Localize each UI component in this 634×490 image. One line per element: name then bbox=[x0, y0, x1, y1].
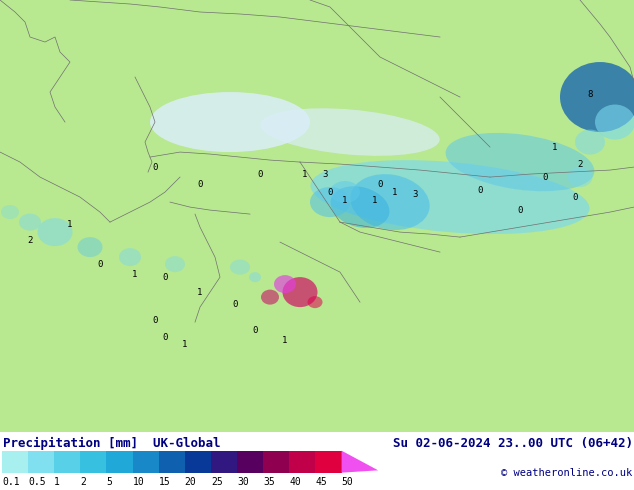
Text: 0: 0 bbox=[152, 163, 158, 172]
Ellipse shape bbox=[150, 92, 310, 152]
Ellipse shape bbox=[351, 174, 430, 230]
Ellipse shape bbox=[77, 237, 103, 257]
Text: 1: 1 bbox=[54, 477, 60, 487]
Text: © weatheronline.co.uk: © weatheronline.co.uk bbox=[501, 467, 633, 478]
Bar bbox=[237, 451, 263, 473]
Ellipse shape bbox=[330, 181, 360, 203]
Text: 1: 1 bbox=[372, 196, 378, 205]
Bar bbox=[263, 451, 289, 473]
Text: 0: 0 bbox=[573, 193, 578, 201]
Text: 40: 40 bbox=[289, 477, 301, 487]
Text: 0: 0 bbox=[197, 179, 203, 189]
Bar bbox=[158, 451, 185, 473]
Bar bbox=[28, 451, 54, 473]
Text: 1: 1 bbox=[552, 143, 558, 151]
Text: 0: 0 bbox=[162, 272, 167, 282]
Text: 1: 1 bbox=[342, 196, 347, 205]
Text: 0.1: 0.1 bbox=[2, 477, 20, 487]
Ellipse shape bbox=[560, 62, 634, 132]
Text: 3: 3 bbox=[322, 170, 328, 178]
Text: 2: 2 bbox=[81, 477, 86, 487]
Bar bbox=[316, 451, 342, 473]
Bar bbox=[289, 451, 316, 473]
Text: 0: 0 bbox=[97, 260, 103, 269]
Text: 50: 50 bbox=[342, 477, 353, 487]
Text: 2: 2 bbox=[578, 160, 583, 169]
Text: 0.5: 0.5 bbox=[28, 477, 46, 487]
Text: 0: 0 bbox=[327, 188, 333, 196]
Text: 45: 45 bbox=[316, 477, 327, 487]
Ellipse shape bbox=[310, 187, 350, 217]
Text: 0: 0 bbox=[162, 333, 167, 342]
Polygon shape bbox=[342, 451, 378, 473]
Ellipse shape bbox=[595, 104, 634, 140]
Text: 3: 3 bbox=[412, 190, 418, 198]
Ellipse shape bbox=[249, 272, 261, 282]
Text: 0: 0 bbox=[152, 316, 158, 325]
Ellipse shape bbox=[567, 167, 593, 187]
Text: 1: 1 bbox=[133, 270, 138, 279]
Text: 1: 1 bbox=[183, 340, 188, 349]
Text: 0: 0 bbox=[477, 186, 482, 195]
Text: 25: 25 bbox=[211, 477, 223, 487]
Ellipse shape bbox=[330, 186, 389, 228]
Ellipse shape bbox=[283, 277, 318, 307]
Text: 1: 1 bbox=[197, 288, 203, 296]
Text: 10: 10 bbox=[133, 477, 145, 487]
Text: 0: 0 bbox=[542, 172, 548, 182]
Bar bbox=[185, 451, 211, 473]
Text: 0: 0 bbox=[517, 206, 522, 215]
Ellipse shape bbox=[165, 256, 185, 272]
Text: 30: 30 bbox=[237, 477, 249, 487]
Ellipse shape bbox=[575, 129, 605, 154]
Ellipse shape bbox=[311, 160, 590, 234]
Text: Su 02-06-2024 23..00 UTC (06+42): Su 02-06-2024 23..00 UTC (06+42) bbox=[392, 437, 633, 450]
Text: 35: 35 bbox=[263, 477, 275, 487]
Ellipse shape bbox=[261, 108, 439, 156]
Bar bbox=[133, 451, 158, 473]
Text: 20: 20 bbox=[185, 477, 197, 487]
Text: 1: 1 bbox=[392, 188, 398, 196]
Bar bbox=[81, 451, 107, 473]
Ellipse shape bbox=[230, 260, 250, 274]
Text: 2: 2 bbox=[27, 236, 33, 245]
Ellipse shape bbox=[37, 218, 72, 246]
Text: 1: 1 bbox=[282, 336, 288, 344]
Ellipse shape bbox=[261, 290, 279, 305]
Bar bbox=[107, 451, 133, 473]
Text: 1: 1 bbox=[67, 220, 73, 229]
Ellipse shape bbox=[119, 248, 141, 266]
Text: 5: 5 bbox=[107, 477, 112, 487]
Ellipse shape bbox=[446, 133, 594, 191]
Ellipse shape bbox=[307, 296, 323, 308]
Bar bbox=[211, 451, 237, 473]
Bar bbox=[2, 451, 28, 473]
Text: 15: 15 bbox=[158, 477, 171, 487]
Text: 0: 0 bbox=[377, 179, 383, 189]
Text: 0: 0 bbox=[257, 170, 262, 178]
Bar bbox=[54, 451, 81, 473]
Ellipse shape bbox=[1, 205, 19, 219]
Text: Precipitation [mm]  UK-Global: Precipitation [mm] UK-Global bbox=[3, 437, 221, 450]
Text: 8: 8 bbox=[587, 90, 593, 98]
Text: 0: 0 bbox=[232, 299, 238, 309]
Ellipse shape bbox=[274, 275, 296, 293]
Ellipse shape bbox=[19, 214, 41, 231]
Text: 0: 0 bbox=[252, 326, 257, 335]
Text: 1: 1 bbox=[302, 170, 307, 178]
